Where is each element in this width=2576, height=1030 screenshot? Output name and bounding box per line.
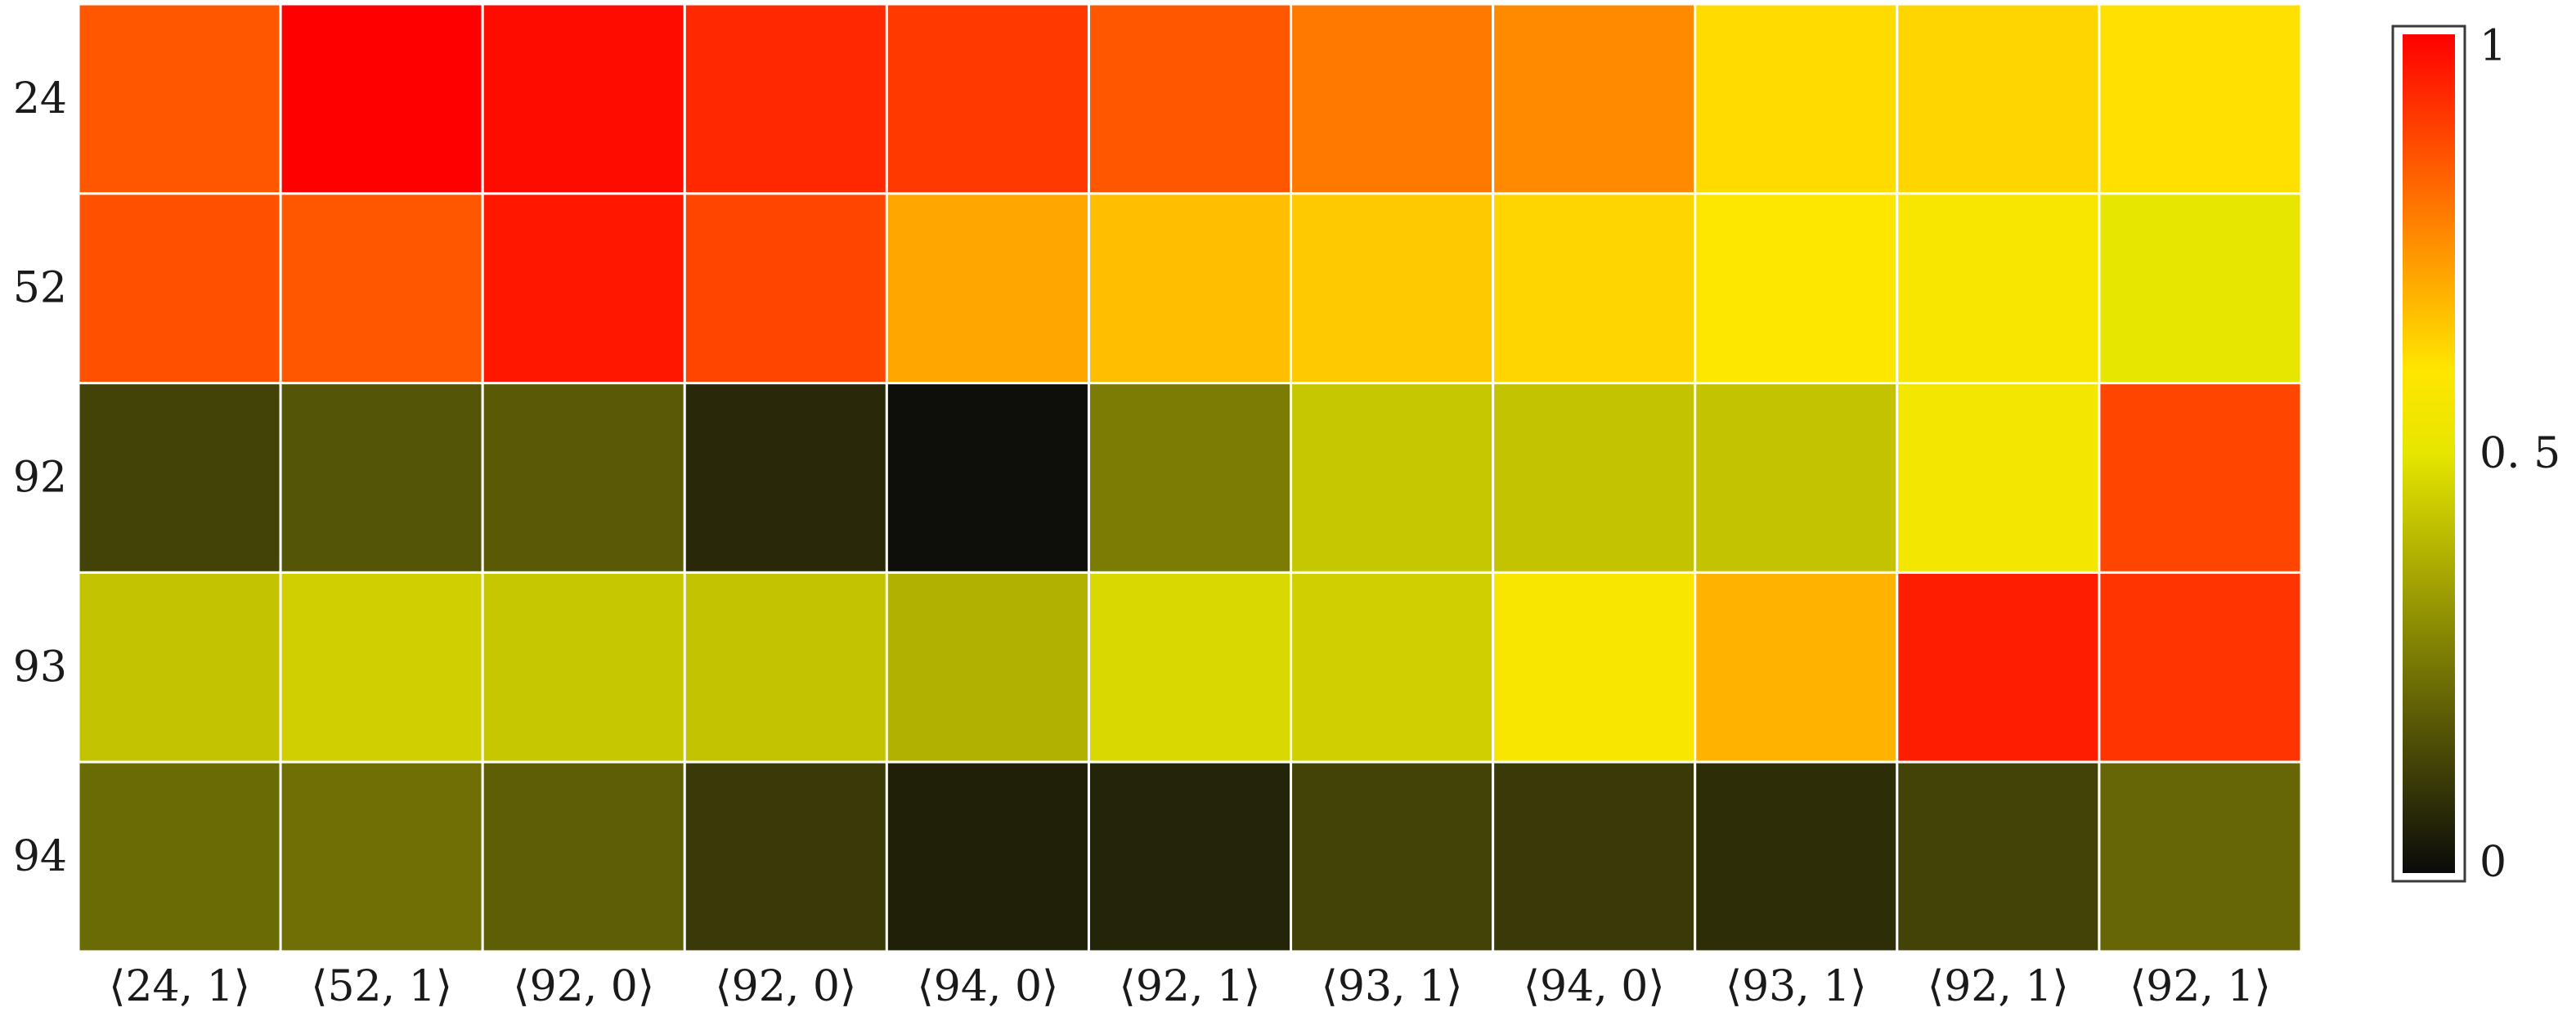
heatmap-cell bbox=[1492, 2, 1697, 195]
heatmap-cell bbox=[1087, 571, 1293, 764]
colorbar: 1 0. 5 0 bbox=[2391, 22, 2560, 887]
heatmap-cell bbox=[77, 760, 282, 953]
heatmap-cell bbox=[279, 760, 484, 953]
column-label: ⟨24, 1⟩ bbox=[109, 962, 250, 1011]
column-label: ⟨92, 1⟩ bbox=[1928, 962, 2069, 1011]
heatmap-cell bbox=[1694, 192, 1899, 385]
column-label: ⟨92, 1⟩ bbox=[2129, 962, 2271, 1011]
heatmap-cell bbox=[1492, 382, 1697, 574]
heatmap-cell bbox=[1896, 760, 2101, 953]
heatmap-cell bbox=[1492, 192, 1697, 385]
colorbar-tick-label: 1 bbox=[2480, 22, 2506, 71]
heatmap-cell bbox=[885, 2, 1090, 195]
row-label: 92 bbox=[13, 454, 67, 503]
column-label: ⟨92, 0⟩ bbox=[715, 962, 856, 1011]
heatmap-cell bbox=[683, 2, 888, 195]
heatmap-cell bbox=[77, 382, 282, 574]
heatmap-cell bbox=[481, 382, 686, 574]
heatmap-cell bbox=[77, 2, 282, 195]
column-label: ⟨93, 1⟩ bbox=[1322, 962, 1463, 1011]
column-label: ⟨94, 0⟩ bbox=[1524, 962, 1665, 1011]
heatmap-cell bbox=[2098, 760, 2303, 953]
heatmap-cell bbox=[885, 382, 1090, 574]
heatmap-cell bbox=[1896, 192, 2101, 385]
column-labels: ⟨24, 1⟩ ⟨52, 1⟩ ⟨92, 0⟩ ⟨92, 0⟩ ⟨94, 0⟩ ⟨92, … bbox=[109, 962, 2271, 1011]
heatmap-cell bbox=[481, 2, 686, 195]
heatmap-cell bbox=[1087, 2, 1293, 195]
heatmap-cell bbox=[279, 571, 484, 764]
heatmap-cell bbox=[481, 571, 686, 764]
heatmap-cell bbox=[683, 760, 888, 953]
heatmap-cell bbox=[1087, 192, 1293, 385]
column-label: ⟨92, 1⟩ bbox=[1120, 962, 1261, 1011]
heatmap-cell bbox=[279, 192, 484, 385]
heatmap-cell bbox=[1290, 382, 1495, 574]
heatmap-cell bbox=[1290, 192, 1495, 385]
heatmap-cell bbox=[1896, 571, 2101, 764]
colorbar-ticks: 1 0. 5 0 bbox=[2480, 22, 2560, 887]
heatmap-cell bbox=[279, 2, 484, 195]
heatmap-cell bbox=[885, 571, 1090, 764]
heatmap-cell bbox=[1694, 571, 1899, 764]
heatmap-cell bbox=[1087, 382, 1293, 574]
heatmap-cell bbox=[2098, 192, 2303, 385]
heatmap-cell bbox=[279, 382, 484, 574]
colorbar-gradient bbox=[2403, 34, 2455, 873]
heatmap-cell bbox=[683, 382, 888, 574]
heatmap-cell bbox=[2098, 2, 2303, 195]
heatmap-cell bbox=[481, 192, 686, 385]
heatmap-cell bbox=[77, 571, 282, 764]
heatmap-cell bbox=[885, 760, 1090, 953]
column-label: ⟨94, 0⟩ bbox=[917, 962, 1058, 1011]
heatmap-cells bbox=[77, 2, 2303, 953]
heatmap-cell bbox=[1492, 760, 1697, 953]
row-label: 24 bbox=[13, 74, 67, 123]
row-label: 52 bbox=[13, 264, 67, 313]
heatmap-cell bbox=[1896, 382, 2101, 574]
heatmap-cell bbox=[1290, 2, 1495, 195]
heatmap-cell bbox=[77, 192, 282, 385]
heatmap-cell bbox=[1290, 760, 1495, 953]
heatmap-cell bbox=[1492, 571, 1697, 764]
heatmap-cell bbox=[1896, 2, 2101, 195]
heatmap-cell bbox=[683, 571, 888, 764]
heatmap-cell bbox=[1694, 760, 1899, 953]
heatmap-cell bbox=[1290, 571, 1495, 764]
column-label: ⟨92, 0⟩ bbox=[513, 962, 654, 1011]
heatmap-cell bbox=[1087, 760, 1293, 953]
heatmap-cell bbox=[2098, 571, 2303, 764]
heatmap-cell bbox=[683, 192, 888, 385]
heatmap-cell bbox=[885, 192, 1090, 385]
row-labels: 24 52 92 93 94 bbox=[13, 74, 67, 881]
heatmap-cell bbox=[481, 760, 686, 953]
column-label: ⟨93, 1⟩ bbox=[1726, 962, 1867, 1011]
heatmap-cell bbox=[1694, 382, 1899, 574]
colorbar-tick-label: 0 bbox=[2480, 838, 2506, 887]
column-label: ⟨52, 1⟩ bbox=[311, 962, 452, 1011]
heatmap-cell bbox=[2098, 382, 2303, 574]
colorbar-frame bbox=[2391, 25, 2466, 883]
row-label: 94 bbox=[13, 832, 67, 881]
heatmap-cell bbox=[1694, 2, 1899, 195]
colorbar-tick-label: 0. 5 bbox=[2480, 429, 2560, 478]
row-label: 93 bbox=[13, 643, 67, 692]
